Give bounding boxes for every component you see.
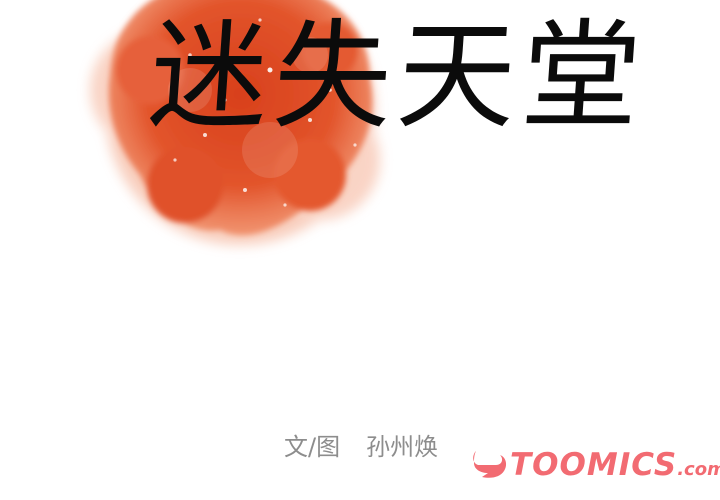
toomics-logo-icon	[473, 451, 507, 478]
credits-label: 文/图	[284, 433, 341, 461]
logo-brand: TOOMICS	[510, 447, 678, 483]
toomics-logo-text: TOOMICS.com	[510, 443, 720, 492]
comic-title: 迷失天堂	[145, 7, 651, 145]
red-ink-splash	[90, 0, 380, 245]
toomics-watermark: TOOMICS.com	[470, 443, 720, 487]
author-name: 孙州焕	[366, 433, 439, 461]
logo-tld: .com	[677, 459, 720, 480]
author-credits: 文/图 孙州焕	[284, 427, 438, 462]
